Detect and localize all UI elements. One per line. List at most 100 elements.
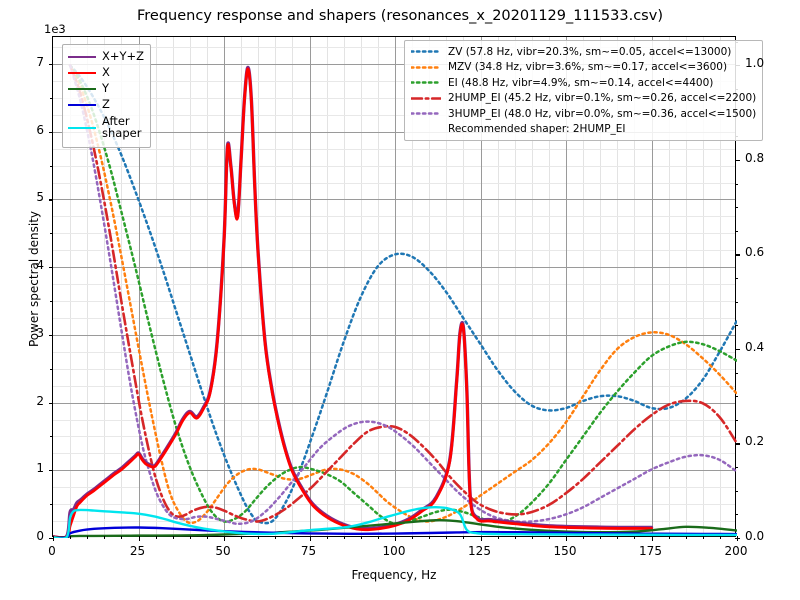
y-axis-exponent: 1e3	[44, 22, 66, 36]
y-axis-label-left: Power spectral density	[27, 210, 41, 348]
grid-line-vertical	[138, 37, 140, 536]
legend-color-swatch	[68, 66, 96, 80]
x-minor-tick	[719, 536, 721, 539]
x-tick-label: 25	[129, 544, 146, 558]
legend-color-swatch	[68, 82, 96, 96]
x-tick-label: 0	[48, 544, 56, 558]
psd-curve-x	[53, 67, 653, 538]
grid-line-vertical	[258, 37, 260, 536]
grid-line-vertical	[548, 37, 550, 536]
legend-color-swatch	[68, 50, 96, 64]
psd-curve-after-shaper	[53, 505, 737, 538]
x-tick-mark	[737, 536, 739, 541]
legend-shapers: ZV (57.8 Hz, vibr=20.3%, sm~=0.05, accel…	[404, 40, 764, 141]
grid-line-horizontal	[53, 131, 735, 133]
y-minor-tick-right	[735, 207, 738, 209]
grid-line-vertical	[463, 37, 465, 536]
legend-item-mzv: MZV (34.8 Hz, vibr=3.6%, sm~=0.17, accel…	[409, 60, 756, 76]
grid-line-horizontal	[53, 64, 735, 66]
grid-line-vertical	[377, 37, 379, 536]
grid-line-vertical	[189, 37, 191, 536]
grid-line-vertical	[412, 37, 414, 536]
y-tick-label-left: 5	[36, 190, 44, 205]
legend-item-x-y-z: X+Y+Z	[68, 49, 144, 65]
grid-line-vertical	[429, 37, 431, 536]
grid-line-horizontal	[53, 470, 735, 472]
y-tick-label-left: 0	[36, 529, 44, 543]
y-tick-mark-right	[735, 348, 740, 351]
grid-line-horizontal	[53, 233, 735, 235]
y-minor-tick-left	[50, 368, 53, 370]
grid-line-horizontal	[53, 284, 735, 286]
grid-line-horizontal	[53, 436, 735, 438]
x-minor-tick	[258, 536, 260, 539]
legend-line-sample	[409, 81, 443, 84]
shaper-curves-group	[68, 64, 737, 526]
grid-line-horizontal	[53, 199, 735, 201]
legend-item-3hump_ei: 3HUMP_EI (48.0 Hz, vibr=0.0%, sm~=0.36, …	[409, 106, 756, 122]
x-tick-label: 200	[724, 544, 748, 558]
grid-line-horizontal	[53, 487, 735, 489]
x-axis-label: Frequency, Hz	[351, 568, 437, 582]
y-tick-mark-left	[48, 538, 53, 540]
shaper-curve-ei	[68, 64, 737, 526]
grid-line-horizontal	[53, 148, 735, 150]
shaper-curve-3hump_ei	[68, 64, 737, 526]
x-minor-tick	[189, 536, 191, 539]
x-tick-label: 150	[553, 544, 577, 558]
y-tick-label-left: 2	[36, 393, 44, 408]
x-minor-tick	[548, 536, 550, 539]
grid-line-vertical	[70, 37, 72, 536]
y-tick-label-right: 0.2	[745, 434, 765, 449]
y-tick-mark-right	[735, 443, 740, 445]
grid-line-horizontal	[53, 250, 735, 252]
y-minor-tick-right	[735, 230, 738, 232]
x-minor-tick	[104, 536, 106, 539]
psd-curve-z	[53, 526, 737, 538]
y-tick-mark-right	[735, 254, 740, 256]
legend-item-x: X	[68, 65, 144, 81]
legend-color-swatch	[409, 92, 443, 105]
x-tick-mark	[566, 536, 568, 541]
y-minor-tick-left	[50, 233, 53, 235]
legend-color-swatch	[409, 107, 443, 120]
grid-line-vertical	[600, 37, 602, 536]
x-tick-mark	[480, 536, 482, 541]
grid-line-horizontal	[53, 453, 735, 455]
x-minor-tick	[292, 536, 294, 539]
x-tick-label: 100	[382, 544, 406, 558]
legend-item-label: X+Y+Z	[102, 49, 145, 64]
y-tick-label-right: 1.0	[745, 56, 765, 71]
y-tick-mark-left	[48, 402, 53, 404]
y-minor-tick-left	[50, 97, 53, 99]
legend-item-zv: ZV (57.8 Hz, vibr=20.3%, sm~=0.05, accel…	[409, 44, 756, 60]
y-minor-tick-left	[50, 436, 53, 438]
y-tick-mark-left	[48, 334, 53, 336]
x-minor-tick	[463, 536, 465, 539]
x-tick-mark	[309, 536, 311, 541]
y-minor-tick-right	[735, 372, 738, 374]
grid-line-horizontal	[53, 334, 735, 336]
legend-item-label: X	[102, 65, 110, 80]
grid-line-horizontal	[53, 351, 735, 353]
grid-line-horizontal	[53, 114, 735, 116]
y-minor-tick-right	[735, 490, 738, 492]
x-minor-tick	[360, 536, 362, 539]
x-minor-tick	[583, 536, 585, 539]
legend-color-swatch	[68, 121, 96, 135]
x-minor-tick	[241, 536, 243, 539]
grid-line-vertical	[172, 37, 174, 536]
legend-line-sample	[409, 112, 443, 115]
x-minor-tick	[206, 536, 208, 539]
y-minor-tick-right	[735, 325, 738, 327]
y-tick-label-left: 1	[36, 461, 44, 476]
x-tick-mark	[651, 536, 653, 541]
x-minor-tick	[343, 536, 345, 539]
y-minor-tick-left	[50, 504, 53, 506]
grid-line-horizontal	[53, 182, 735, 184]
x-minor-tick	[172, 536, 174, 539]
legend-item-label: Y	[102, 81, 110, 96]
y-tick-label-left: 6	[36, 122, 44, 137]
x-minor-tick	[377, 536, 379, 539]
